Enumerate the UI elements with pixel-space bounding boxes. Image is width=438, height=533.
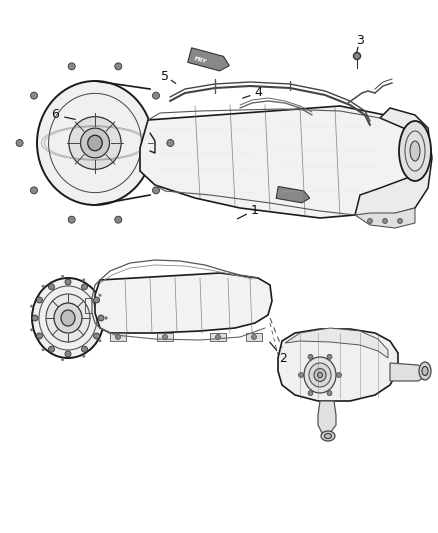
Polygon shape bbox=[210, 333, 226, 341]
Circle shape bbox=[30, 328, 33, 332]
Circle shape bbox=[215, 335, 220, 340]
Text: 3: 3 bbox=[356, 34, 364, 46]
Circle shape bbox=[115, 63, 122, 70]
Ellipse shape bbox=[314, 368, 326, 382]
Polygon shape bbox=[355, 208, 415, 228]
Circle shape bbox=[382, 219, 388, 223]
Circle shape bbox=[82, 354, 85, 358]
Circle shape bbox=[115, 216, 122, 223]
Ellipse shape bbox=[69, 117, 121, 169]
Polygon shape bbox=[95, 273, 272, 333]
Circle shape bbox=[49, 284, 54, 290]
Circle shape bbox=[49, 346, 54, 352]
Circle shape bbox=[299, 373, 304, 377]
Circle shape bbox=[162, 335, 167, 340]
Polygon shape bbox=[246, 333, 262, 341]
Ellipse shape bbox=[399, 121, 431, 181]
Circle shape bbox=[65, 351, 71, 357]
Polygon shape bbox=[285, 328, 388, 358]
Circle shape bbox=[167, 140, 174, 147]
Circle shape bbox=[82, 278, 85, 281]
Ellipse shape bbox=[61, 310, 75, 326]
Circle shape bbox=[398, 219, 403, 223]
Ellipse shape bbox=[304, 357, 336, 393]
Circle shape bbox=[68, 63, 75, 70]
Circle shape bbox=[94, 333, 99, 339]
Polygon shape bbox=[355, 108, 432, 218]
Ellipse shape bbox=[88, 135, 102, 151]
Polygon shape bbox=[278, 329, 398, 401]
Circle shape bbox=[81, 284, 88, 290]
Ellipse shape bbox=[318, 372, 322, 378]
Ellipse shape bbox=[419, 362, 431, 380]
Circle shape bbox=[98, 315, 104, 321]
Polygon shape bbox=[276, 187, 310, 203]
Circle shape bbox=[251, 335, 257, 340]
Polygon shape bbox=[110, 333, 126, 341]
Polygon shape bbox=[390, 363, 425, 381]
Circle shape bbox=[99, 294, 102, 297]
Circle shape bbox=[116, 335, 120, 340]
Ellipse shape bbox=[422, 367, 428, 376]
Circle shape bbox=[152, 187, 159, 194]
Ellipse shape bbox=[37, 81, 153, 205]
Circle shape bbox=[105, 317, 107, 319]
Polygon shape bbox=[140, 106, 415, 218]
Circle shape bbox=[308, 354, 313, 359]
Text: 2: 2 bbox=[279, 351, 287, 365]
Text: 6: 6 bbox=[51, 109, 59, 122]
Ellipse shape bbox=[321, 431, 335, 441]
Circle shape bbox=[353, 52, 360, 60]
Text: 4: 4 bbox=[254, 86, 262, 100]
Polygon shape bbox=[318, 401, 336, 433]
Ellipse shape bbox=[81, 128, 110, 158]
Circle shape bbox=[327, 391, 332, 395]
Text: FRY: FRY bbox=[193, 56, 207, 64]
Circle shape bbox=[336, 373, 342, 377]
Circle shape bbox=[308, 391, 313, 395]
Ellipse shape bbox=[54, 303, 82, 333]
Text: 1: 1 bbox=[251, 204, 259, 216]
Circle shape bbox=[42, 348, 45, 351]
Circle shape bbox=[94, 297, 99, 303]
Circle shape bbox=[61, 275, 64, 278]
Circle shape bbox=[32, 315, 38, 321]
Ellipse shape bbox=[309, 363, 331, 387]
Circle shape bbox=[327, 354, 332, 359]
Circle shape bbox=[99, 339, 102, 342]
Text: 5: 5 bbox=[161, 69, 169, 83]
Circle shape bbox=[81, 346, 88, 352]
Circle shape bbox=[152, 92, 159, 99]
Ellipse shape bbox=[32, 278, 104, 358]
Ellipse shape bbox=[325, 433, 332, 439]
Circle shape bbox=[105, 317, 107, 319]
Circle shape bbox=[61, 358, 64, 361]
Ellipse shape bbox=[46, 294, 90, 342]
Ellipse shape bbox=[410, 141, 420, 161]
Circle shape bbox=[36, 333, 42, 339]
Circle shape bbox=[42, 285, 45, 288]
Circle shape bbox=[31, 92, 38, 99]
Circle shape bbox=[367, 219, 372, 223]
Polygon shape bbox=[188, 48, 229, 71]
Circle shape bbox=[16, 140, 23, 147]
Circle shape bbox=[36, 297, 42, 303]
Circle shape bbox=[65, 279, 71, 285]
Circle shape bbox=[30, 305, 33, 308]
Circle shape bbox=[68, 216, 75, 223]
Polygon shape bbox=[157, 333, 173, 341]
Circle shape bbox=[31, 187, 38, 194]
